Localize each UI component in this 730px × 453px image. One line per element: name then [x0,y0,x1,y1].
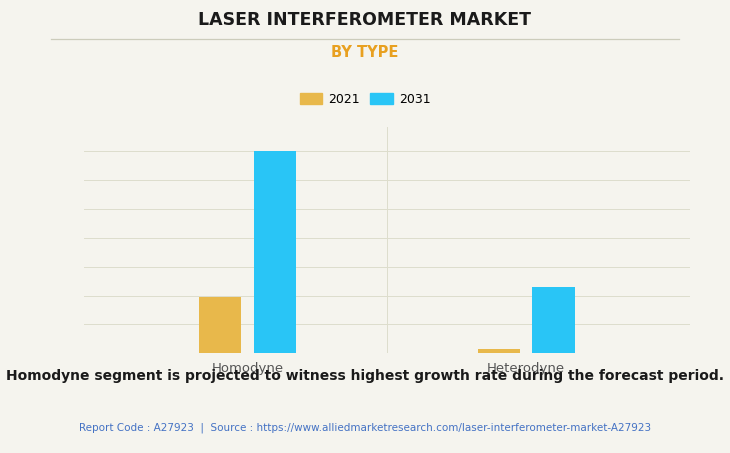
Bar [199,297,242,353]
Bar [532,287,575,353]
Bar [253,151,296,353]
Text: Report Code : A27923  |  Source : https://www.alliedmarketresearch.com/laser-int: Report Code : A27923 | Source : https://… [79,422,651,433]
Bar [477,349,520,353]
Text: Homodyne segment is projected to witness highest growth rate during the forecast: Homodyne segment is projected to witness… [6,369,724,383]
Text: LASER INTERFEROMETER MARKET: LASER INTERFEROMETER MARKET [199,11,531,29]
Text: BY TYPE: BY TYPE [331,45,399,60]
Legend: 2021, 2031: 2021, 2031 [297,90,433,108]
